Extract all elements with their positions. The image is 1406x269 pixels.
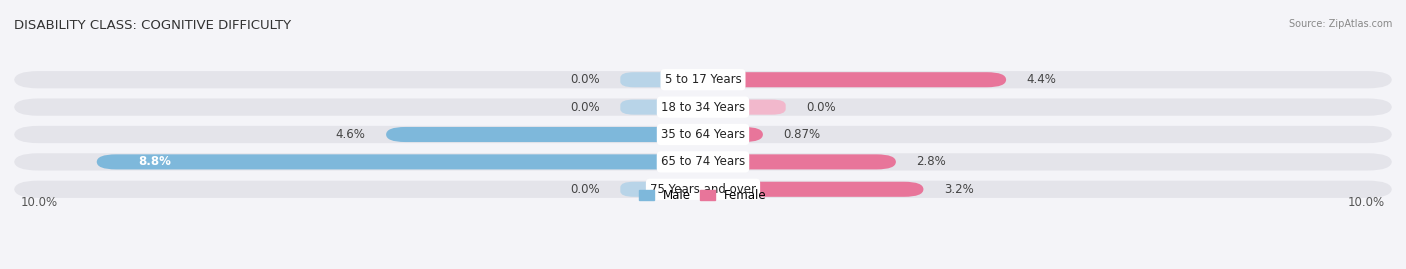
FancyBboxPatch shape: [14, 98, 1392, 116]
Text: 4.6%: 4.6%: [336, 128, 366, 141]
Text: 75 Years and over: 75 Years and over: [650, 183, 756, 196]
Text: 0.0%: 0.0%: [807, 101, 837, 114]
Text: 4.4%: 4.4%: [1026, 73, 1057, 86]
FancyBboxPatch shape: [387, 127, 703, 142]
Text: 35 to 64 Years: 35 to 64 Years: [661, 128, 745, 141]
FancyBboxPatch shape: [14, 126, 1392, 143]
Text: 3.2%: 3.2%: [945, 183, 974, 196]
FancyBboxPatch shape: [620, 182, 703, 197]
FancyBboxPatch shape: [703, 127, 763, 142]
FancyBboxPatch shape: [14, 181, 1392, 198]
Text: 0.0%: 0.0%: [569, 183, 599, 196]
Text: 0.0%: 0.0%: [569, 101, 599, 114]
Text: DISABILITY CLASS: COGNITIVE DIFFICULTY: DISABILITY CLASS: COGNITIVE DIFFICULTY: [14, 19, 291, 32]
Text: 0.0%: 0.0%: [569, 73, 599, 86]
FancyBboxPatch shape: [620, 72, 703, 87]
Text: 0.87%: 0.87%: [783, 128, 821, 141]
Text: 2.8%: 2.8%: [917, 155, 946, 168]
Text: 65 to 74 Years: 65 to 74 Years: [661, 155, 745, 168]
Text: 8.8%: 8.8%: [138, 155, 172, 168]
Text: 5 to 17 Years: 5 to 17 Years: [665, 73, 741, 86]
FancyBboxPatch shape: [14, 71, 1392, 88]
Legend: Male, Female: Male, Female: [634, 185, 772, 207]
FancyBboxPatch shape: [703, 182, 924, 197]
Text: 10.0%: 10.0%: [21, 196, 58, 209]
FancyBboxPatch shape: [703, 154, 896, 169]
Text: Source: ZipAtlas.com: Source: ZipAtlas.com: [1288, 19, 1392, 29]
Text: 18 to 34 Years: 18 to 34 Years: [661, 101, 745, 114]
Text: 10.0%: 10.0%: [1348, 196, 1385, 209]
FancyBboxPatch shape: [620, 100, 703, 115]
FancyBboxPatch shape: [97, 154, 703, 169]
FancyBboxPatch shape: [703, 72, 1007, 87]
FancyBboxPatch shape: [703, 100, 786, 115]
FancyBboxPatch shape: [14, 153, 1392, 171]
